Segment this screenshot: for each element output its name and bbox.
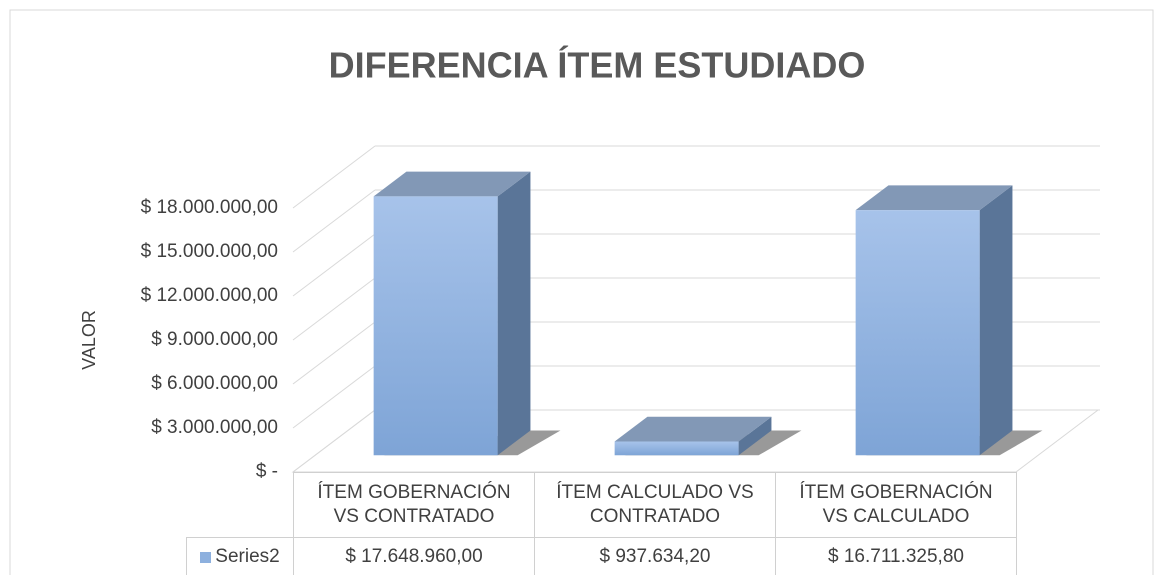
chart-title: DIFERENCIA ÍTEM ESTUDIADO [329, 45, 866, 86]
bar-side [979, 185, 1013, 456]
grid-line-side [292, 365, 376, 429]
category-cell-text: ÍTEM GOBERNACIÓN VS CALCULADO [799, 482, 993, 527]
y-tick-label: $ 18.000.000,00 [141, 197, 278, 218]
y-tick-label: $ 9.000.000,00 [151, 329, 278, 350]
bar-top [373, 171, 531, 197]
value-cell-text: $ 17.648.960,00 [345, 546, 483, 567]
category-cell: ÍTEM CALCULADO VS CONTRATADO [534, 472, 776, 538]
grid-line-side [292, 409, 376, 473]
legend-cell: Series2 [186, 537, 294, 575]
bar [855, 210, 980, 456]
value-cell: $ 16.711.325,80 [775, 537, 1017, 575]
value-cell: $ 937.634,20 [534, 537, 776, 575]
category-cell-text: ÍTEM GOBERNACIÓN VS CONTRATADO [317, 482, 511, 527]
bar-side [497, 171, 531, 456]
value-cell: $ 17.648.960,00 [293, 537, 535, 575]
category-cell-text: ÍTEM CALCULADO VS CONTRATADO [556, 482, 754, 527]
bar [373, 196, 498, 456]
bar-top [614, 416, 772, 442]
bar-top [855, 185, 1013, 211]
y-tick-label: $ - [256, 461, 278, 482]
y-tick-label: $ 3.000.000,00 [151, 417, 278, 438]
y-tick-label: $ 15.000.000,00 [141, 241, 278, 262]
chart-border [9, 9, 1154, 575]
bar-side [738, 416, 772, 456]
legend-swatch [200, 551, 212, 563]
grid-line-side [292, 233, 376, 297]
legend-cell-text: Series2 [215, 546, 280, 567]
y-tick-label: $ 12.000.000,00 [141, 285, 278, 306]
y-tick-label: $ 6.000.000,00 [151, 373, 278, 394]
grid-line-side [292, 277, 376, 341]
grid-line-side [292, 189, 376, 253]
y-axis-label: VALOR [79, 310, 99, 370]
value-cell-text: $ 937.634,20 [599, 546, 711, 567]
category-cell: ÍTEM GOBERNACIÓN VS CONTRATADO [293, 472, 535, 538]
category-cell: ÍTEM GOBERNACIÓN VS CALCULADO [775, 472, 1017, 538]
grid-line-side [292, 321, 376, 385]
grid-line-side [292, 145, 376, 209]
value-cell-text: $ 16.711.325,80 [828, 546, 964, 567]
bar [614, 441, 739, 456]
